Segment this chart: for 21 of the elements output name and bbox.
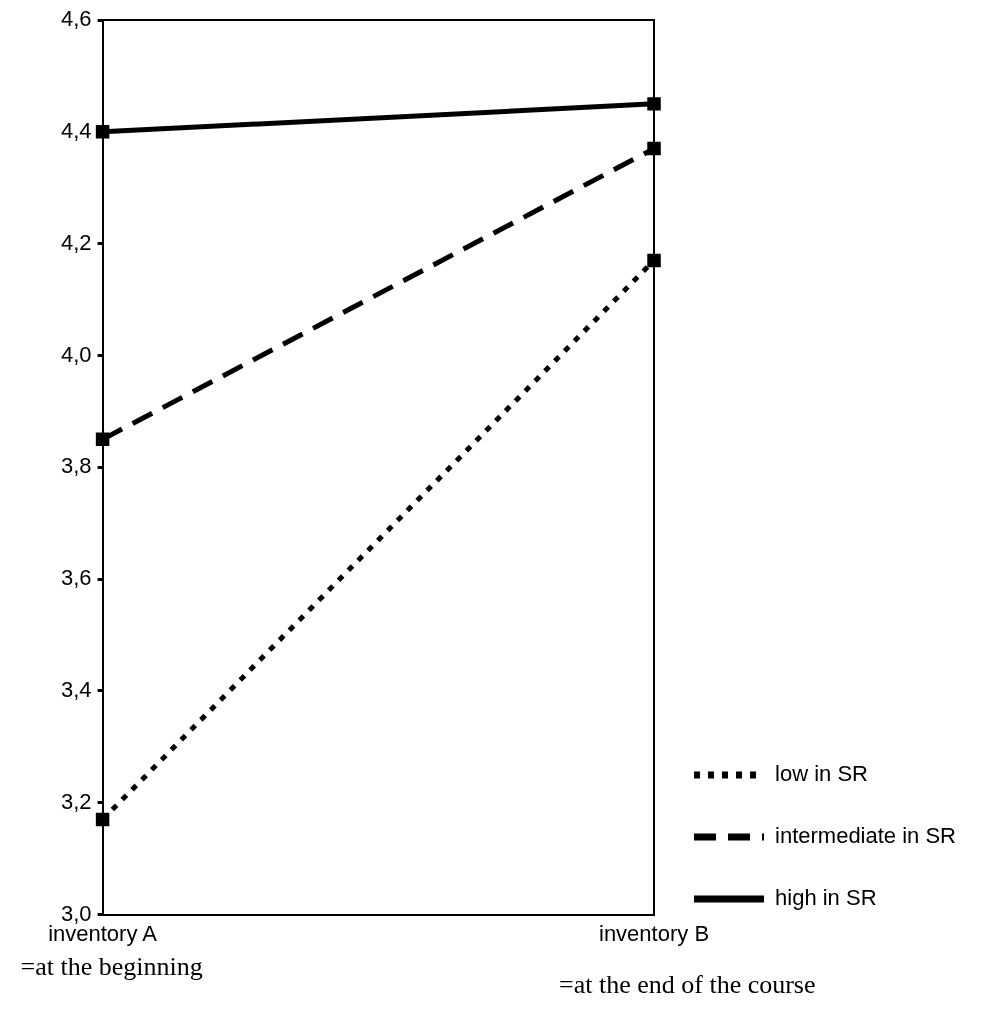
legend-label: high in SR <box>775 885 877 911</box>
y-tick-label: 4,0 <box>60 341 92 367</box>
point <box>647 97 661 111</box>
legend-label: intermediate in SR <box>775 823 957 849</box>
y-tick-label: 4,4 <box>60 117 92 143</box>
y-tick-label: 3,2 <box>60 788 92 814</box>
point <box>95 432 110 447</box>
point <box>95 125 110 139</box>
y-tick-label: 4,2 <box>60 229 92 255</box>
point <box>647 141 661 156</box>
y-tick-label: 4,6 <box>60 6 92 32</box>
x-tick-label: inventory B <box>599 920 710 946</box>
point <box>95 812 110 827</box>
y-tick-label: 3,4 <box>60 677 92 703</box>
y-tick-label: 3,0 <box>60 900 92 926</box>
point <box>647 253 661 268</box>
legend-label: low in SR <box>775 761 868 787</box>
y-tick-label: 3,8 <box>60 453 92 479</box>
y-tick-label: 3,6 <box>60 565 92 591</box>
text: =at the end of the course <box>559 970 816 1000</box>
text: =at the beginning <box>20 952 203 982</box>
